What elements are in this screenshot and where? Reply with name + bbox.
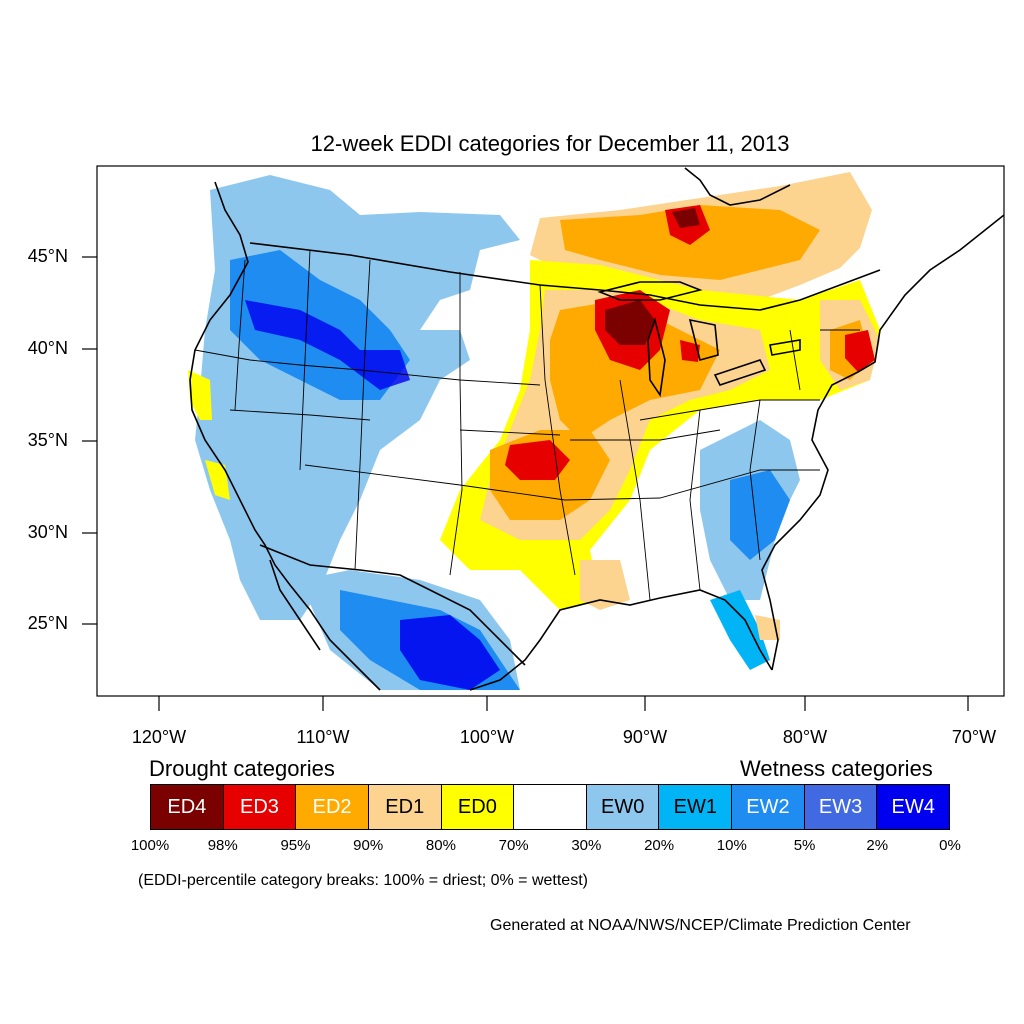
hudson-bay — [684, 167, 791, 206]
latitude-ticks — [82, 256, 97, 625]
map-title: 12-week EDDI categories for December 11,… — [310, 131, 790, 156]
mexico-border — [259, 544, 526, 666]
category-note: (EDDI-percentile category breaks: 100% =… — [138, 872, 588, 889]
legend-swatch-ed4: ED4 — [151, 785, 224, 829]
lon-label-80w: 80°W — [782, 727, 828, 747]
lat-label-45: 45°N — [27, 246, 68, 266]
state-lines — [194, 249, 860, 601]
legend-swatch-ew1: EW1 — [659, 785, 733, 829]
lon-label-110w: 110°W — [296, 727, 350, 747]
boundaries — [189, 167, 1004, 691]
legend-swatch-ew2: EW2 — [732, 785, 805, 829]
legend-break-label: 80% — [425, 837, 456, 854]
us-coastline-west — [189, 181, 381, 691]
lat-label-25: 25°N — [27, 613, 68, 633]
great-lake-huron — [688, 318, 719, 361]
legend-break-label: 10% — [716, 837, 747, 854]
lon-label-100w: 100°W — [459, 727, 515, 747]
legend-break-label: 95% — [280, 837, 311, 854]
legend-swatch-ed2: ED2 — [296, 785, 369, 829]
field-ed3-northeast — [845, 330, 875, 372]
field-ew1-florida — [710, 590, 770, 670]
lon-label-120w: 120°W — [131, 727, 187, 747]
legend-break-label: 30% — [571, 837, 602, 854]
field-ew3-west — [245, 300, 410, 390]
great-lake-ontario — [769, 339, 801, 356]
legend-swatch-ew3: EW3 — [804, 785, 878, 829]
field-ed3-kansas — [505, 440, 570, 480]
us-coastline-east — [761, 214, 1004, 671]
us-coastline-gulf — [469, 589, 773, 691]
field-ed4-wisconsin — [605, 300, 655, 345]
credit-line: Generated at NOAA/NWS/NCEP/Climate Predi… — [490, 917, 911, 934]
canada-border — [249, 242, 881, 311]
legend-break-label: 5% — [793, 837, 816, 854]
legend-swatch-ed0: ED0 — [441, 785, 515, 829]
legend-break-label: 100% — [130, 837, 170, 854]
great-lake-superior — [597, 281, 703, 301]
field-ed3-michigan — [680, 340, 700, 362]
legend-break-label: 70% — [498, 837, 529, 854]
field-ed4-ontario — [672, 208, 700, 228]
great-lake-erie — [713, 359, 767, 386]
legend-swatch-ed3: ED3 — [223, 785, 297, 829]
longitude-ticks — [158, 696, 969, 711]
category-legend: ED4 ED3 ED2 ED1 ED0 EW0 EW1 EW2 EW3 EW4 — [150, 784, 950, 830]
drought-heading: Drought categories — [149, 756, 335, 781]
legend-swatch-ew0: EW0 — [586, 785, 660, 829]
field-ed2-midwest — [550, 300, 720, 440]
lat-label-35: 35°N — [27, 430, 68, 450]
lon-label-90w: 90°W — [622, 727, 668, 747]
field-ed0-baja — [205, 460, 230, 500]
lon-label-70w: 70°W — [951, 727, 997, 747]
legend-swatch-neutral — [514, 785, 587, 829]
lat-label-40: 40°N — [27, 338, 68, 358]
legend-break-label: 20% — [644, 837, 675, 854]
legend-swatch-ew4: EW4 — [877, 785, 950, 829]
legend-break-label: 0% — [939, 837, 961, 854]
field-ed1-gulf — [580, 560, 630, 610]
legend-break-label: 98% — [207, 837, 238, 854]
great-lake-michigan — [647, 317, 666, 398]
legend-break-label: 90% — [353, 837, 384, 854]
field-ew2-carolinas — [730, 470, 790, 560]
wetness-heading: Wetness categories — [740, 756, 933, 781]
legend-swatch-ed1: ED1 — [368, 785, 442, 829]
legend-break-label: 2% — [866, 837, 889, 854]
field-ed0-westcoast — [188, 370, 212, 420]
gulf-of-california — [269, 559, 321, 651]
field-ew4-south — [400, 615, 500, 690]
lat-label-30: 30°N — [27, 522, 68, 542]
